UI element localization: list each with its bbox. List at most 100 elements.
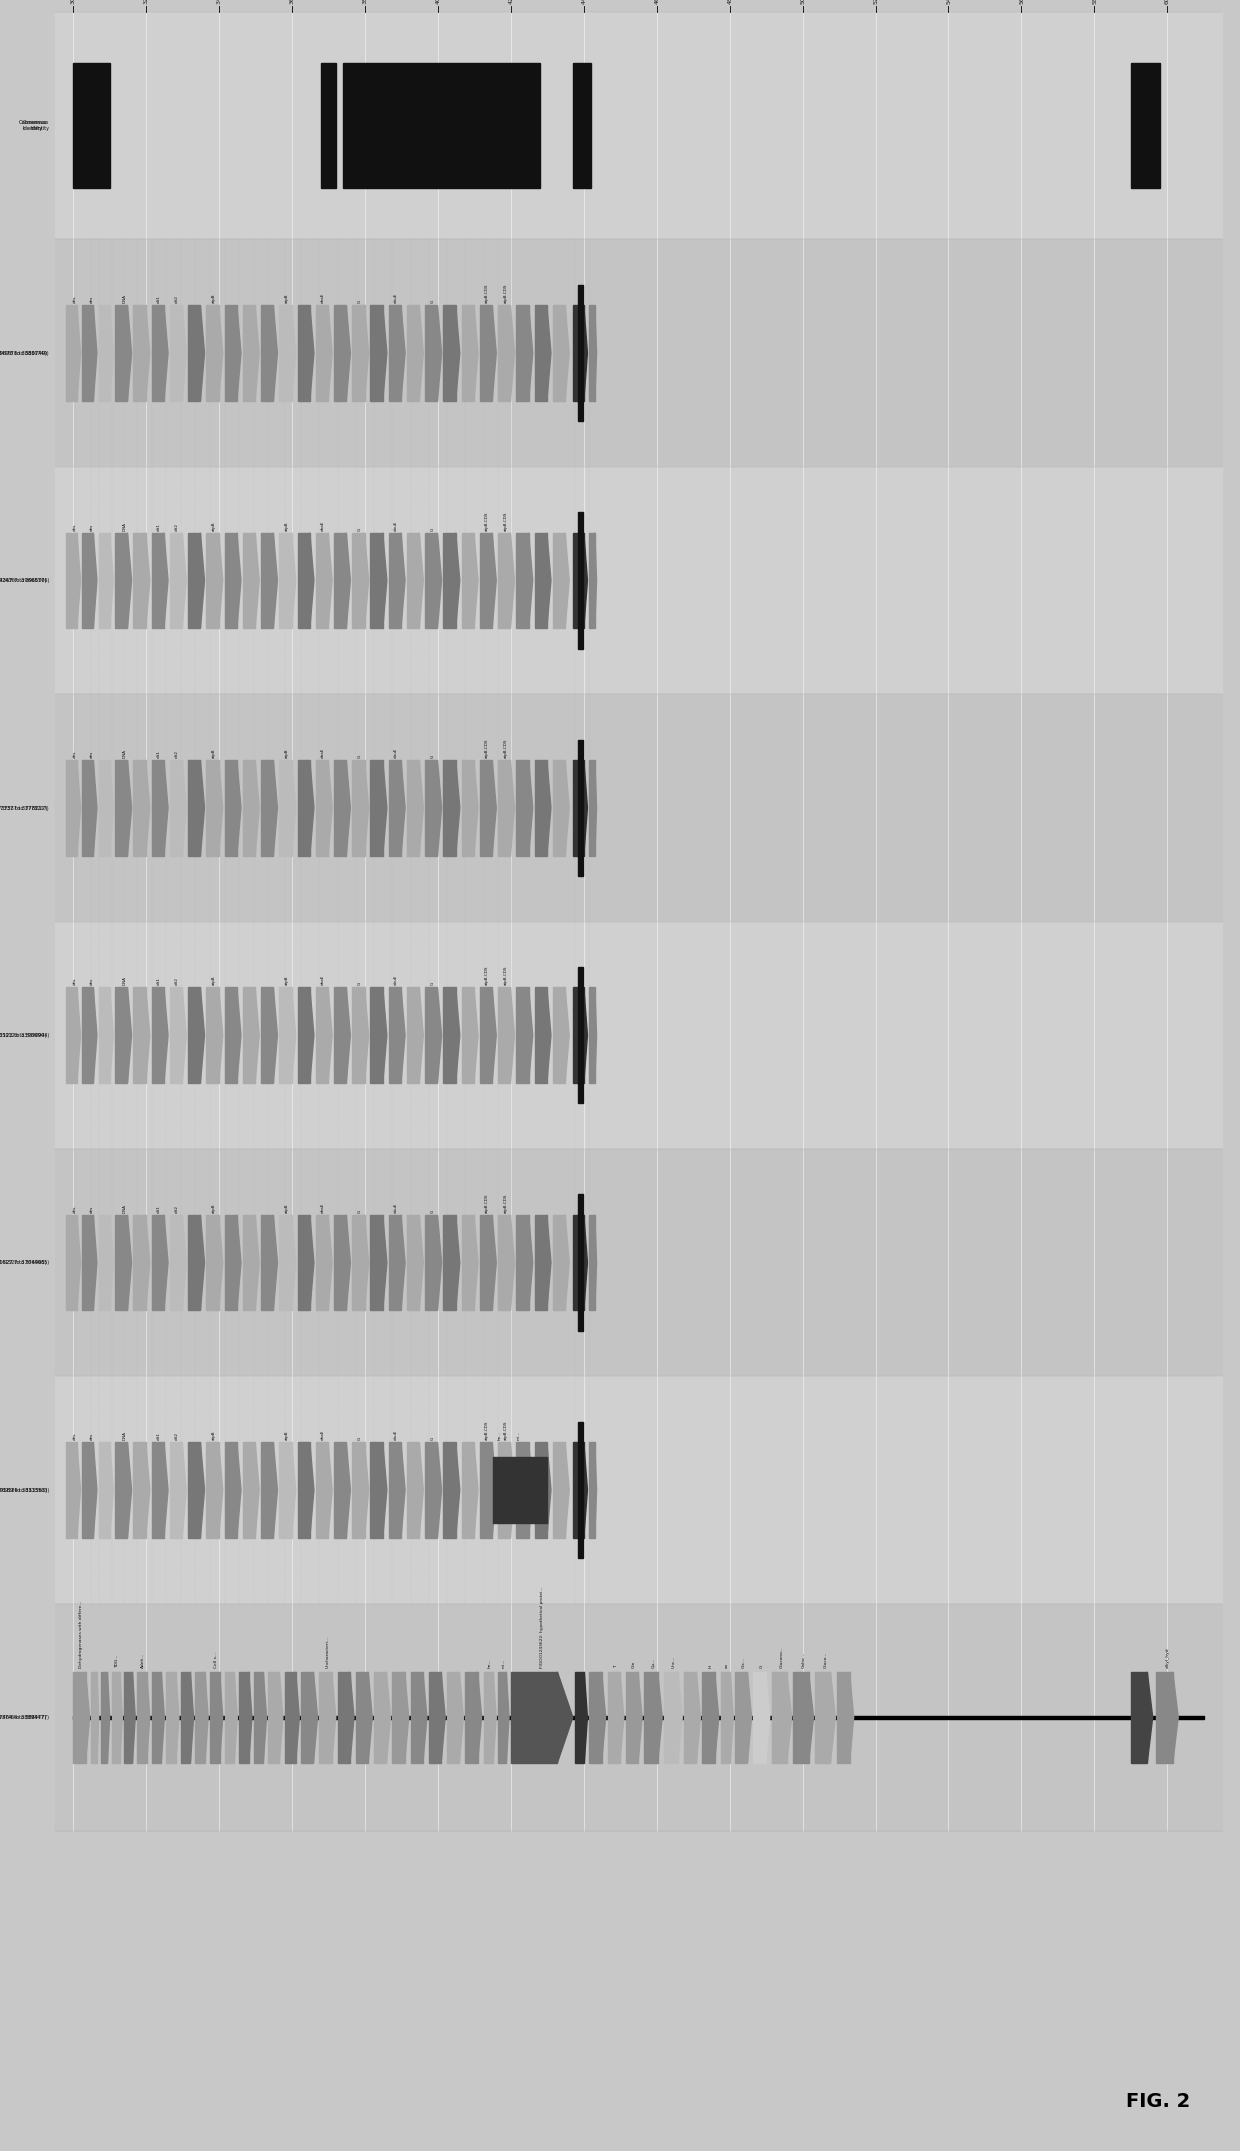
Bar [465,1671,477,1764]
Bar [170,1215,182,1310]
Bar [262,759,273,856]
Bar [151,1215,164,1310]
Bar [151,1441,164,1538]
Bar [151,759,164,856]
Bar [356,1671,368,1764]
Bar [589,1441,595,1538]
Bar [553,305,565,400]
Bar [589,987,595,1082]
Text: dlt1: dlt1 [157,1433,161,1441]
Text: co: co [725,1663,729,1667]
Bar [170,987,182,1082]
Polygon shape [346,305,351,400]
Polygon shape [295,1671,299,1764]
Polygon shape [1173,1671,1178,1764]
Bar [224,533,237,628]
Polygon shape [273,987,278,1082]
Text: G: G [430,299,434,303]
Bar [553,1215,565,1310]
Text: dlt2: dlt2 [175,1433,179,1441]
Polygon shape [595,1215,596,1310]
Polygon shape [831,1671,836,1764]
Bar [498,305,511,400]
Text: Unc...: Unc... [671,1656,675,1667]
Polygon shape [310,759,314,856]
Bar [371,987,383,1082]
Polygon shape [474,987,479,1082]
Polygon shape [584,1215,588,1310]
Text: dlt2: dlt2 [175,1205,179,1213]
Bar [279,533,291,628]
Bar [589,1215,595,1310]
Bar [301,1671,314,1764]
Polygon shape [474,1215,479,1310]
Polygon shape [109,533,113,628]
Bar [492,1456,547,1523]
Polygon shape [365,987,368,1082]
Bar [138,1671,146,1764]
Polygon shape [730,1671,733,1764]
Bar [224,1671,234,1764]
Bar [316,533,329,628]
Bar [589,533,595,628]
Text: mi...: mi... [516,1430,520,1441]
Polygon shape [108,1671,109,1764]
Text: atpB.CDS: atpB.CDS [503,284,507,303]
Bar [206,533,218,628]
Bar [498,759,511,856]
Text: atpB.CDS: atpB.CDS [485,512,489,531]
Bar [134,533,146,628]
Bar [589,1671,601,1764]
Polygon shape [291,1215,295,1310]
Bar [516,533,528,628]
Polygon shape [474,305,479,400]
Bar [298,987,310,1082]
Bar [573,533,584,628]
Bar [388,759,401,856]
Polygon shape [419,1215,423,1310]
Bar [388,987,401,1082]
Bar [279,987,291,1082]
Polygon shape [109,1441,113,1538]
Bar [461,1441,474,1538]
Bar [262,987,273,1082]
Bar [224,759,237,856]
Text: Adeh...: Adeh... [141,1652,145,1667]
Bar [188,759,201,856]
Bar [425,1441,438,1538]
Polygon shape [547,533,551,628]
Bar [115,305,128,400]
Polygon shape [459,1671,464,1764]
Polygon shape [492,305,496,400]
Text: alkyl_hyd: alkyl_hyd [1166,1648,1169,1667]
Polygon shape [584,305,588,400]
Polygon shape [346,759,351,856]
Text: des.: des. [73,1205,77,1213]
Text: FIGOO1243622: hypothetical protei...: FIGOO1243622: hypothetical protei... [539,1585,544,1667]
Bar [82,759,93,856]
Polygon shape [273,1441,278,1538]
Polygon shape [565,759,569,856]
Text: DNA: DNA [123,1430,126,1441]
Text: des: des [89,1433,93,1441]
Polygon shape [528,1441,533,1538]
Polygon shape [329,759,332,856]
Text: FIG. 2: FIG. 2 [1126,2093,1190,2110]
Bar [371,305,383,400]
Text: des: des [89,297,93,303]
Polygon shape [474,533,479,628]
Bar [262,1215,273,1310]
Polygon shape [176,1671,179,1764]
Bar [243,987,255,1082]
Polygon shape [584,1441,588,1538]
Text: des.: des. [73,977,77,985]
Polygon shape [438,987,441,1082]
Polygon shape [438,1441,441,1538]
Polygon shape [383,1215,387,1310]
Polygon shape [93,759,97,856]
Polygon shape [191,1671,193,1764]
Text: DNA: DNA [123,977,126,985]
Bar [425,987,438,1082]
Text: dnaE: dnaE [321,1202,325,1213]
Polygon shape [128,533,131,628]
